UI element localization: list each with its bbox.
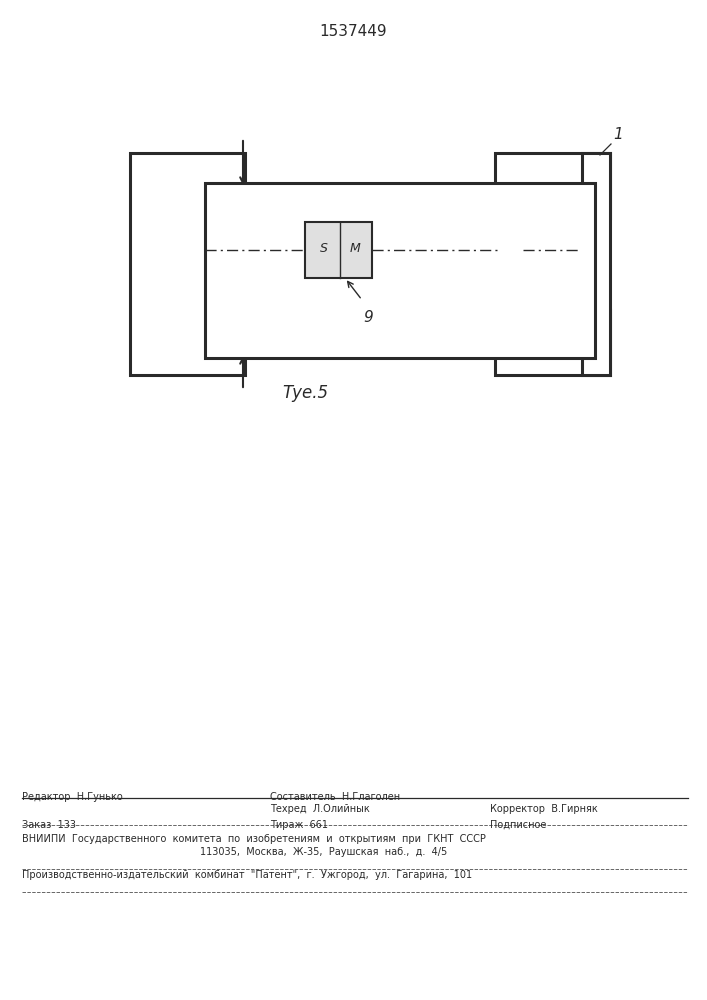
Text: Τуе.5: Τуе.5 [282, 384, 328, 402]
Text: Подписное: Подписное [490, 820, 547, 830]
Bar [582, 153, 610, 375]
Text: 1: 1 [613, 127, 623, 142]
Text: 1537449: 1537449 [319, 24, 387, 39]
Text: 9: 9 [363, 310, 373, 325]
Bar [130, 153, 245, 375]
Text: ВНИИПИ  Государственного  комитета  по  изобретениям  и  открытиям  при  ГКНТ  С: ВНИИПИ Государственного комитета по изоб… [22, 834, 486, 844]
Text: Редактор  Н.Гунько: Редактор Н.Гунько [22, 792, 123, 802]
Text: M: M [350, 242, 361, 255]
Bar [305, 222, 372, 278]
Text: Производственно-издательский  комбинат  "Патент",  г.  Ужгород,  ул.  Гагарина, : Производственно-издательский комбинат "П… [22, 870, 472, 880]
Text: Тираж  661: Тираж 661 [270, 820, 328, 830]
Bar [495, 153, 610, 218]
Bar [495, 310, 610, 375]
Text: 113035,  Москва,  Ж-35,  Раушская  наб.,  д.  4/5: 113035, Москва, Ж-35, Раушская наб., д. … [200, 847, 448, 857]
Text: Корректор  В.Гирняк: Корректор В.Гирняк [490, 804, 597, 814]
Bar [205, 183, 595, 358]
Text: S: S [320, 242, 328, 255]
Text: Заказ  133: Заказ 133 [22, 820, 76, 830]
Text: Составитель  Н.Глаголен: Составитель Н.Глаголен [270, 792, 400, 802]
Text: Техред  Л.Олийнык: Техред Л.Олийнык [270, 804, 370, 814]
